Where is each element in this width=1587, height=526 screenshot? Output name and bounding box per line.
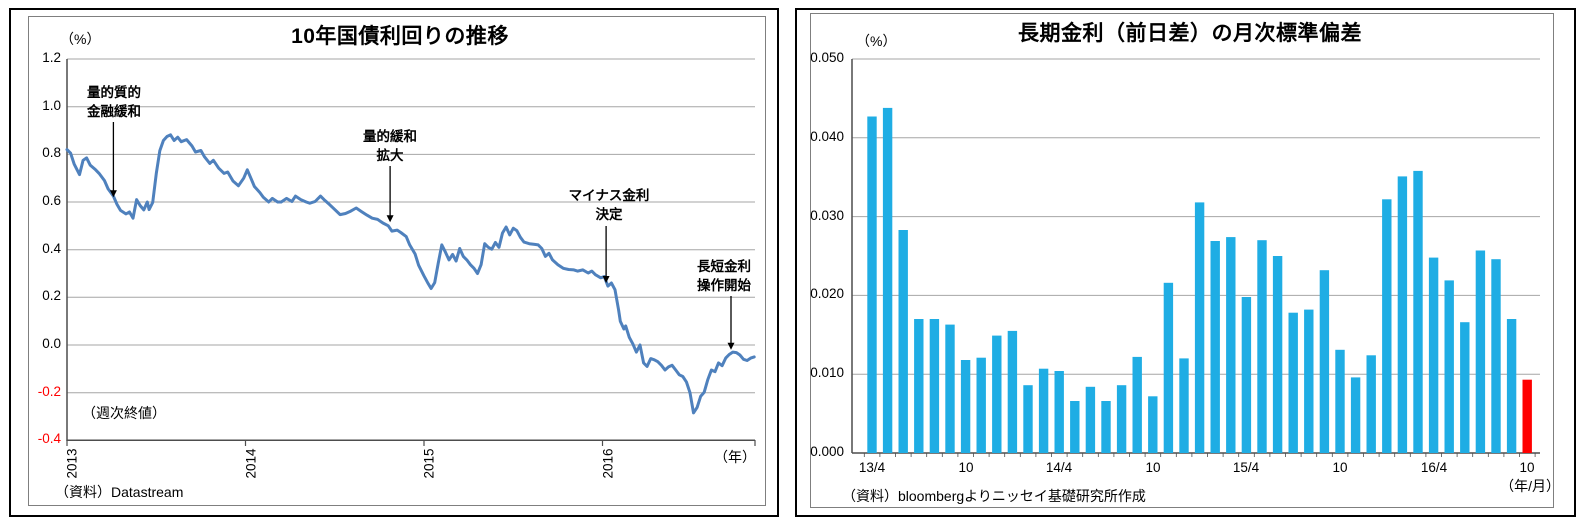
y-tick-label: 0.2	[42, 288, 61, 303]
x-tick-label: 14/4	[1045, 460, 1073, 475]
annotation-line: 決定	[595, 207, 623, 222]
x-tick-label: 10	[1332, 460, 1348, 475]
x-tick-label: 10	[1145, 460, 1161, 475]
y-tick-label-negative: -0.4	[37, 431, 61, 446]
y-tick-label: 0.020	[810, 286, 844, 301]
annotation-line: 金融緩和	[87, 104, 141, 119]
annotation-negative-rate: マイナス金利 決定	[544, 186, 674, 224]
y-tick-label: 0.050	[810, 50, 844, 65]
annotation-line: マイナス金利	[568, 188, 650, 203]
left-source-note: （資料）Datastream	[55, 484, 184, 500]
left-y-unit-label: （%）	[60, 31, 101, 47]
y-tick-label: 0.8	[42, 145, 61, 160]
x-tick-label: 16/4	[1420, 460, 1448, 475]
y-tick-label: 1.2	[42, 50, 61, 65]
y-tick-label: 0.4	[42, 241, 61, 256]
annotation-line: 操作開始	[697, 278, 751, 293]
annotation-line: 量的質的	[87, 85, 141, 100]
y-tick-label: 0.010	[810, 365, 844, 380]
right-x-axis-unit-label: （年/月）	[1500, 478, 1560, 494]
x-tick-label: 15/4	[1232, 460, 1260, 475]
right-chart-frame	[810, 13, 1554, 508]
y-tick-label: 0.0	[42, 336, 61, 351]
y-tick-label: 0.000	[810, 444, 844, 459]
annotation-line: 長短金利	[697, 259, 751, 274]
y-tick-label: 0.030	[810, 208, 844, 223]
x-tick-label: 10	[1519, 460, 1535, 475]
weekly-close-note: （週次終値）	[82, 405, 166, 421]
x-tick-year-label: 2014	[243, 448, 259, 479]
y-tick-label: 1.0	[42, 98, 61, 113]
right-source-note: （資料）bloombergよりニッセイ基礎研究所作成	[842, 488, 1146, 504]
annotation-qqe: 量的質的 金融緩和	[49, 83, 179, 121]
x-tick-year-label: 2016	[600, 448, 616, 479]
x-tick-year-label: 2013	[64, 448, 80, 479]
x-axis-unit-label: （年）	[714, 449, 756, 465]
annotation-qqe-expansion: 量的緩和 拡大	[325, 127, 455, 165]
y-tick-label-negative: -0.2	[37, 384, 61, 399]
x-tick-year-label: 2015	[421, 448, 437, 479]
right-chart-title: 長期金利（前日差）の月次標準偏差	[1018, 22, 1362, 45]
x-tick-label: 10	[958, 460, 974, 475]
right-y-unit-label: （%）	[856, 33, 897, 49]
annotation-ycc: 長短金利 操作開始	[659, 257, 789, 295]
y-tick-label: 0.040	[810, 129, 844, 144]
x-tick-label: 13/4	[858, 460, 886, 475]
annotation-line: 拡大	[376, 148, 404, 163]
y-tick-label: 0.6	[42, 193, 61, 208]
annotation-line: 量的緩和	[363, 129, 417, 144]
left-chart-title: 10年国債利回りの推移	[291, 25, 509, 48]
